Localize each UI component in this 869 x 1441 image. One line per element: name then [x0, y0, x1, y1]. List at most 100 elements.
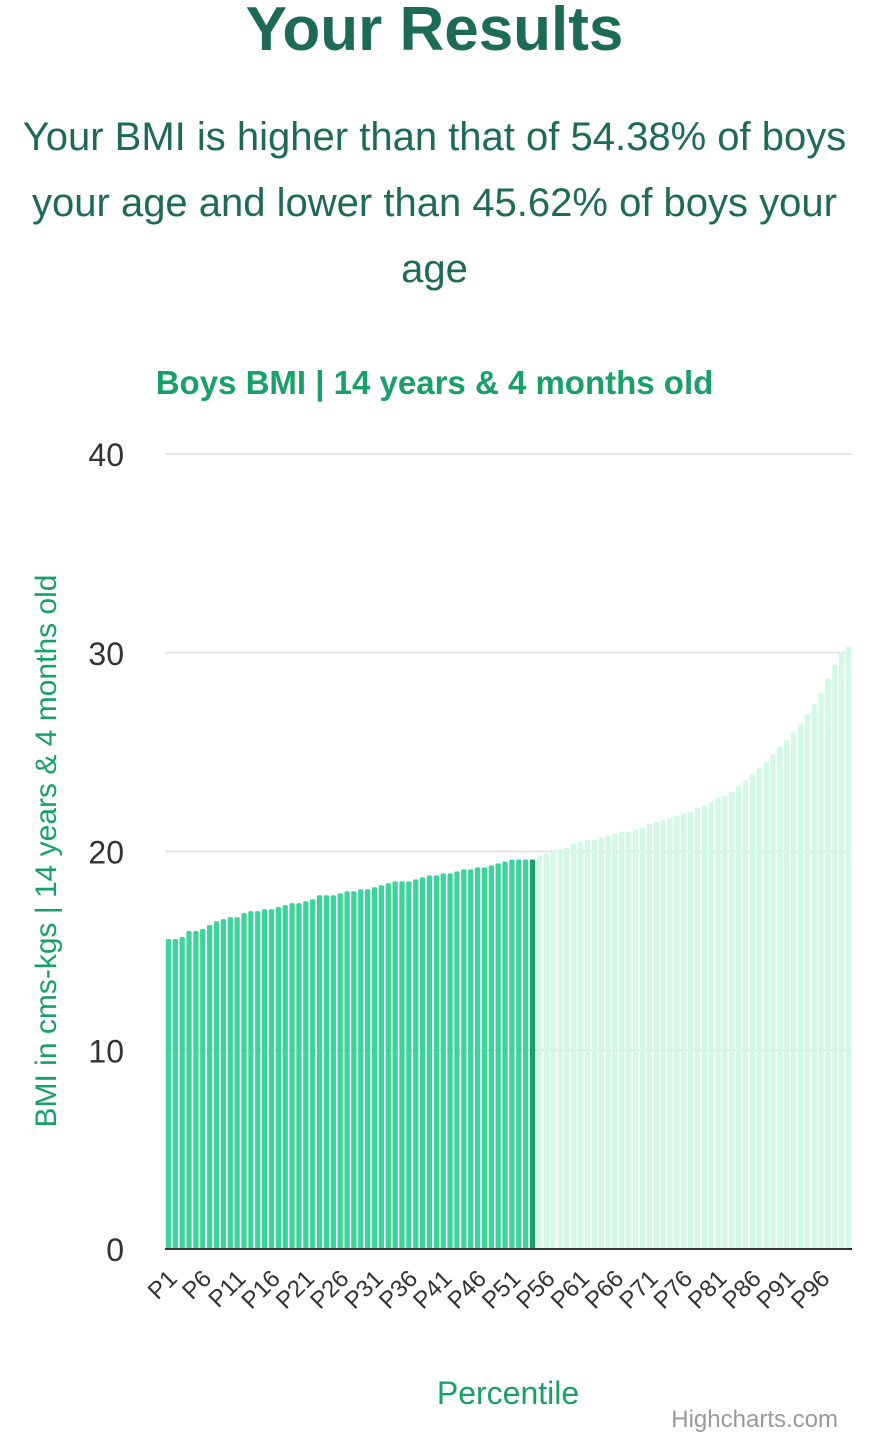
bar[interactable]: [488, 865, 494, 1249]
bar[interactable]: [811, 704, 817, 1249]
bar[interactable]: [419, 877, 426, 1249]
bar[interactable]: [275, 907, 281, 1249]
bar[interactable]: [406, 881, 412, 1249]
bar[interactable]: [708, 801, 714, 1249]
bar[interactable]: [310, 899, 316, 1249]
bar[interactable]: [749, 773, 756, 1249]
bar[interactable]: [255, 911, 261, 1249]
bar[interactable]: [261, 909, 268, 1249]
bar[interactable]: [550, 851, 556, 1250]
bar[interactable]: [715, 797, 721, 1249]
bar[interactable]: [413, 879, 419, 1249]
bar[interactable]: [323, 895, 330, 1249]
bar[interactable]: [186, 931, 192, 1249]
bar[interactable]: [674, 815, 680, 1249]
bar[interactable]: [694, 807, 701, 1249]
bar[interactable]: [474, 867, 481, 1249]
bar[interactable]: [722, 795, 728, 1249]
bar[interactable]: [351, 891, 357, 1249]
bar[interactable]: [523, 859, 529, 1249]
bar[interactable]: [591, 839, 598, 1249]
bar[interactable]: [742, 779, 749, 1249]
bar-current[interactable]: [529, 859, 536, 1249]
bar[interactable]: [330, 895, 336, 1249]
bar[interactable]: [571, 843, 577, 1249]
bar[interactable]: [516, 859, 522, 1249]
bar[interactable]: [832, 664, 838, 1249]
bar[interactable]: [619, 831, 625, 1249]
bar[interactable]: [296, 903, 302, 1249]
bar[interactable]: [536, 855, 543, 1249]
bar[interactable]: [818, 692, 824, 1250]
bar[interactable]: [172, 938, 178, 1249]
bar[interactable]: [825, 678, 831, 1249]
bar[interactable]: [763, 762, 769, 1249]
bar[interactable]: [584, 839, 591, 1249]
bar[interactable]: [653, 821, 659, 1249]
bar[interactable]: [234, 917, 240, 1249]
bar[interactable]: [371, 887, 378, 1249]
bar[interactable]: [687, 811, 694, 1249]
bar[interactable]: [468, 869, 474, 1249]
bar[interactable]: [193, 931, 199, 1249]
bar[interactable]: [337, 893, 343, 1249]
bar[interactable]: [639, 827, 646, 1249]
bar[interactable]: [578, 841, 584, 1249]
bar[interactable]: [200, 929, 206, 1249]
bar[interactable]: [777, 746, 783, 1249]
bar[interactable]: [495, 863, 501, 1249]
bar[interactable]: [220, 919, 227, 1249]
bar[interactable]: [207, 925, 213, 1249]
highcharts-credit[interactable]: Highcharts.com: [671, 1406, 838, 1433]
bar[interactable]: [248, 911, 254, 1249]
bar[interactable]: [839, 652, 845, 1249]
bar[interactable]: [701, 805, 707, 1249]
bar[interactable]: [365, 889, 371, 1249]
bar[interactable]: [358, 889, 364, 1249]
bar[interactable]: [426, 875, 433, 1249]
bar[interactable]: [268, 909, 275, 1249]
bar[interactable]: [646, 823, 652, 1249]
bar[interactable]: [227, 917, 233, 1249]
bar[interactable]: [790, 732, 797, 1249]
bar[interactable]: [282, 905, 288, 1249]
bar[interactable]: [756, 768, 762, 1249]
bar[interactable]: [502, 861, 508, 1249]
bar[interactable]: [392, 881, 398, 1249]
bar[interactable]: [632, 829, 639, 1249]
bar[interactable]: [543, 853, 549, 1249]
bar[interactable]: [681, 813, 687, 1249]
bar[interactable]: [605, 835, 611, 1249]
bar[interactable]: [481, 867, 488, 1249]
bar[interactable]: [433, 875, 439, 1249]
bar[interactable]: [612, 833, 618, 1249]
bar[interactable]: [770, 754, 776, 1249]
bar[interactable]: [165, 938, 172, 1249]
bar[interactable]: [385, 883, 391, 1249]
bar[interactable]: [399, 881, 405, 1249]
bar[interactable]: [303, 901, 309, 1249]
bar[interactable]: [316, 895, 323, 1249]
bar[interactable]: [564, 847, 570, 1249]
bar[interactable]: [461, 869, 467, 1249]
bar[interactable]: [660, 819, 666, 1249]
bar[interactable]: [440, 873, 446, 1249]
bar[interactable]: [509, 859, 515, 1249]
bar[interactable]: [378, 885, 385, 1249]
bar[interactable]: [241, 913, 247, 1249]
bar[interactable]: [557, 849, 563, 1249]
bar[interactable]: [845, 646, 852, 1249]
bar[interactable]: [598, 837, 604, 1249]
bar[interactable]: [344, 891, 350, 1249]
bar[interactable]: [179, 936, 185, 1249]
bar[interactable]: [797, 724, 804, 1249]
bar[interactable]: [736, 785, 742, 1249]
bar[interactable]: [447, 873, 453, 1249]
bar[interactable]: [213, 921, 220, 1249]
bar[interactable]: [667, 817, 673, 1249]
bar[interactable]: [454, 871, 460, 1249]
bar[interactable]: [784, 740, 790, 1249]
bar[interactable]: [729, 791, 735, 1249]
bar[interactable]: [626, 831, 632, 1249]
bar[interactable]: [804, 714, 810, 1249]
